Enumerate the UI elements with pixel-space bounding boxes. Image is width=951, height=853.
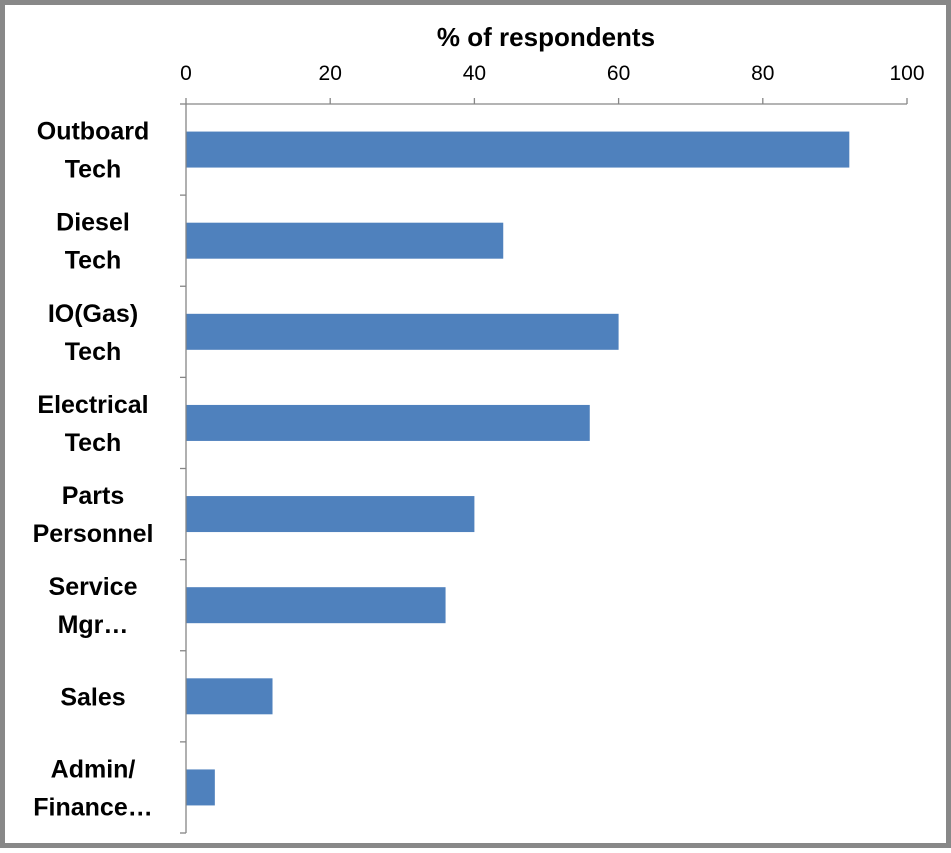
- category-label: Tech: [65, 247, 122, 275]
- category-label: Tech: [65, 338, 122, 366]
- category-label: Service: [49, 573, 138, 601]
- bar: [186, 131, 850, 168]
- category-label: Finance…: [33, 793, 152, 821]
- category-label: IO(Gas): [48, 300, 138, 328]
- x-tick-label: 20: [319, 62, 342, 85]
- x-axis-title: % of respondents: [437, 22, 655, 52]
- bar: [186, 222, 504, 259]
- category-label: Mgr…: [58, 611, 129, 639]
- bar: [186, 587, 446, 624]
- x-tick-label: 0: [180, 62, 192, 85]
- bars: [186, 131, 850, 806]
- category-label: Tech: [65, 429, 122, 457]
- category-label: Parts: [62, 482, 125, 510]
- category-label: Admin/: [51, 755, 136, 783]
- category-label: Sales: [60, 683, 125, 711]
- x-axis-ticks: 0 20 40 60 80 100: [180, 62, 925, 104]
- bar: [186, 313, 619, 350]
- bar: [186, 496, 475, 533]
- axes: [180, 103, 907, 834]
- category-label: Tech: [65, 156, 122, 184]
- category-label: Personnel: [33, 520, 154, 548]
- category-label: Electrical: [37, 391, 148, 419]
- bar: [186, 769, 215, 806]
- bar: [186, 678, 273, 715]
- category-labels: Outboard Tech Diesel Tech IO(Gas) Tech Electri…: [33, 118, 154, 822]
- x-tick-label: 100: [889, 62, 924, 85]
- category-label: Diesel: [56, 209, 130, 237]
- x-tick-label: 60: [607, 62, 630, 85]
- x-tick-label: 40: [463, 62, 486, 85]
- x-tick-label: 80: [751, 62, 774, 85]
- bar-chart: % of respondents 0 20 40 60 80 100 Outboard Te…: [33, 22, 925, 834]
- category-label: Outboard: [37, 118, 150, 146]
- bar: [186, 404, 590, 441]
